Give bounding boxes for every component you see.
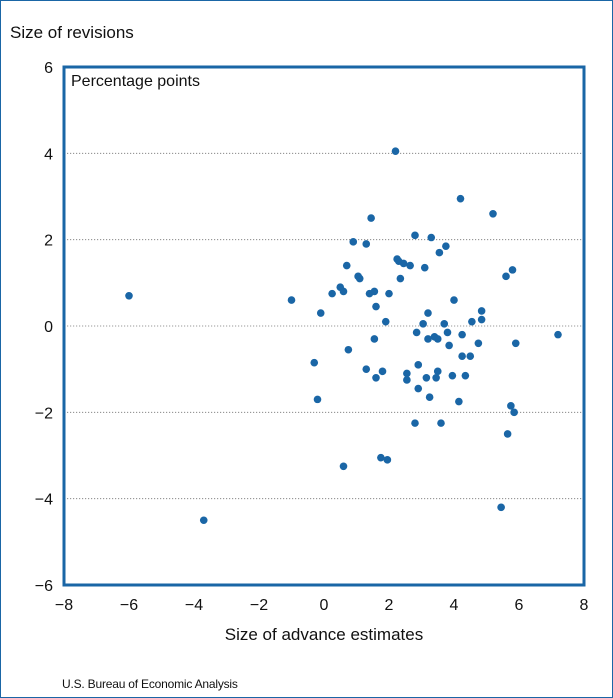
y-tick-label: −4 [35,492,53,509]
y-tick-label: 6 [44,60,53,77]
data-point [313,395,322,404]
data-point [489,209,497,218]
data-point [511,339,520,348]
data-point [437,419,445,427]
data-point [403,376,411,384]
data-point [403,369,411,378]
data-point [458,352,466,361]
plot-area [62,65,586,587]
data-point [468,317,476,326]
x-tick-labels: −8 −6 −4 −2 0 2 4 6 8 [55,597,589,614]
data-point [445,341,453,350]
data-point [342,261,351,270]
data-point [450,296,458,304]
data-point [554,330,562,339]
data-point [412,328,421,337]
data-point [406,261,414,270]
data-point [399,259,408,268]
data-point [497,503,505,512]
gridlines [64,152,584,500]
data-point [344,345,353,354]
data-point [503,430,512,438]
y-tick-label: −6 [35,578,53,595]
data-point [456,194,465,203]
x-tick-label: 0 [320,597,329,614]
data-point [433,367,442,376]
data-point [508,266,517,274]
x-tick-label: −8 [55,597,73,614]
y-tick-labels: 6 4 2 0 −2 −4 −6 [35,60,53,595]
data-point [440,320,449,328]
data-point [411,419,419,427]
data-point [287,296,296,304]
data-point [125,291,133,300]
data-point [510,408,518,417]
x-tick-label: −6 [120,597,138,614]
data-point [370,287,379,296]
data-point [507,402,515,410]
x-axis-title: Size of advance estimates [225,625,423,644]
data-point [377,453,385,462]
data-point [396,274,405,283]
x-tick-label: 6 [515,597,524,614]
y-tick-label: −2 [35,405,53,422]
data-point [339,287,348,296]
data-point [199,516,208,525]
data-point [391,147,400,155]
data-point [435,248,444,257]
units-label: Percentage points [71,73,200,90]
data-point [310,358,319,367]
data-point [448,371,457,380]
data-point [414,384,423,393]
data-point [474,339,483,348]
data-point [442,242,450,250]
data-point [339,462,348,471]
data-point [367,214,375,222]
data-point [422,374,431,382]
data-point [349,238,358,246]
data-point [455,397,463,406]
data-point [381,317,390,326]
data-point [414,361,423,369]
data-point [443,328,452,337]
data-point [385,289,393,298]
y-tick-label: 0 [44,319,53,336]
x-tick-label: 4 [450,597,459,614]
data-point [477,307,486,315]
data-point [466,352,475,361]
x-tick-label: −2 [250,597,268,614]
data-point [424,335,432,343]
y-tick-label: 4 [44,146,53,163]
data-point [461,371,470,380]
data-point [362,365,371,373]
data-point [355,274,364,283]
source-note: U.S. Bureau of Economic Analysis [62,677,238,691]
data-point [372,302,380,311]
data-point [370,335,379,343]
data-point [328,289,336,298]
y-tick-label: 2 [44,233,53,250]
data-point [383,456,392,464]
data-point [427,233,436,242]
data-point [372,374,380,382]
x-tick-label: 8 [580,597,589,614]
data-points [125,147,562,525]
data-point [411,231,419,240]
data-point [458,330,466,339]
data-point [502,272,510,281]
data-point [425,393,434,402]
y-axis-title: Size of revisions [10,23,134,42]
data-point [419,320,427,328]
data-point [316,309,325,317]
data-point [378,367,387,376]
data-point [433,335,442,343]
x-tick-label: 2 [385,597,394,614]
data-point [477,315,486,324]
data-point [362,240,371,248]
data-point [424,309,432,317]
data-point [432,374,440,382]
x-tick-label: −4 [185,597,203,614]
data-point [420,263,429,272]
